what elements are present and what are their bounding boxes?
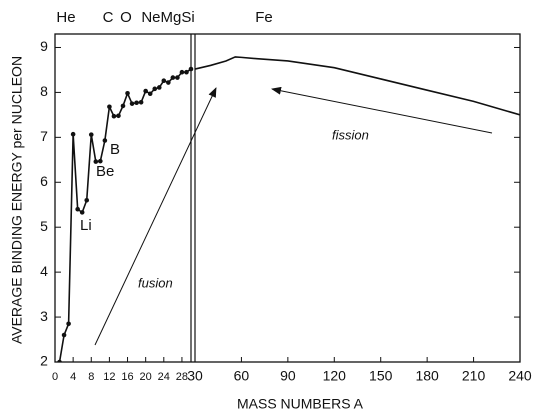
x-tick-label: 210 [462, 368, 486, 384]
element-label: NeMgSi [141, 9, 194, 26]
element-label: O [120, 9, 132, 26]
y-tick-label: 7 [40, 128, 48, 144]
x-tick-label: 20 [140, 371, 152, 383]
data-point [57, 359, 62, 362]
curve-label: Be [96, 163, 114, 180]
data-point [170, 75, 176, 80]
y-tick-label: 5 [40, 218, 48, 234]
data-point [102, 138, 108, 143]
x-tick-label: 180 [415, 368, 439, 384]
y-tick-label: 9 [40, 38, 48, 54]
x-tick-label: 60 [234, 368, 250, 384]
x-tick-label: 4 [70, 371, 76, 383]
data-point [179, 69, 185, 75]
data-point [88, 132, 94, 137]
data-point [143, 88, 148, 94]
element-label: C [103, 9, 114, 26]
data-point [79, 210, 85, 215]
y-tick-label: 6 [40, 173, 48, 189]
data-point [70, 131, 76, 137]
x-tick-label: 240 [508, 368, 532, 384]
x-tick-label: 8 [88, 371, 94, 383]
data-point [129, 101, 135, 106]
y-tick-label: 3 [40, 308, 48, 324]
y-tick-label: 2 [40, 353, 48, 369]
data-point [166, 80, 171, 85]
x-tick-label: 24 [158, 371, 170, 383]
x-tick-label: 12 [103, 371, 115, 383]
curve-label: B [110, 141, 120, 158]
data-point [152, 86, 158, 92]
element-label: He [56, 9, 75, 26]
data-point [111, 113, 117, 119]
x-tick-label: 150 [369, 368, 393, 384]
data-point [107, 104, 112, 110]
data-point [175, 75, 180, 80]
annotation: fusion [138, 275, 173, 290]
data-point [147, 91, 153, 97]
y-axis-label: AVERAGE BINDING ENERGY per NUCLEON [9, 56, 25, 344]
fusion-arrow [94, 87, 217, 346]
data-point [125, 91, 130, 96]
data-point [98, 158, 103, 164]
data-point [66, 321, 71, 327]
y-tick-label: 8 [40, 83, 48, 99]
data-point [184, 69, 189, 75]
x-tick-label: 90 [280, 368, 296, 384]
data-point [134, 100, 139, 106]
x-tick-label: 28 [176, 371, 188, 383]
curve [58, 68, 192, 362]
data-point [156, 85, 162, 90]
element-label: Fe [255, 9, 273, 26]
x-tick-label: 16 [121, 371, 133, 383]
x-tick-label: 30 [187, 368, 203, 384]
data-point [138, 99, 144, 105]
data-point [75, 206, 80, 212]
data-point [93, 159, 99, 164]
x-tick-label: 0 [52, 371, 58, 383]
x-axis-label: MASS NUMBERS A [237, 396, 364, 412]
data-point [188, 66, 194, 72]
data-point [61, 332, 67, 338]
annotation: fission [332, 127, 369, 142]
y-tick-label: 4 [40, 263, 48, 279]
fission-arrow [271, 86, 493, 134]
x-tick-label: 120 [323, 368, 347, 384]
data-point [116, 113, 121, 119]
curve-label: Li [80, 217, 92, 234]
data-point [84, 197, 90, 203]
data-point [161, 78, 167, 84]
curve [194, 56, 520, 116]
data-point [120, 103, 126, 109]
plot-frame [54, 33, 521, 363]
